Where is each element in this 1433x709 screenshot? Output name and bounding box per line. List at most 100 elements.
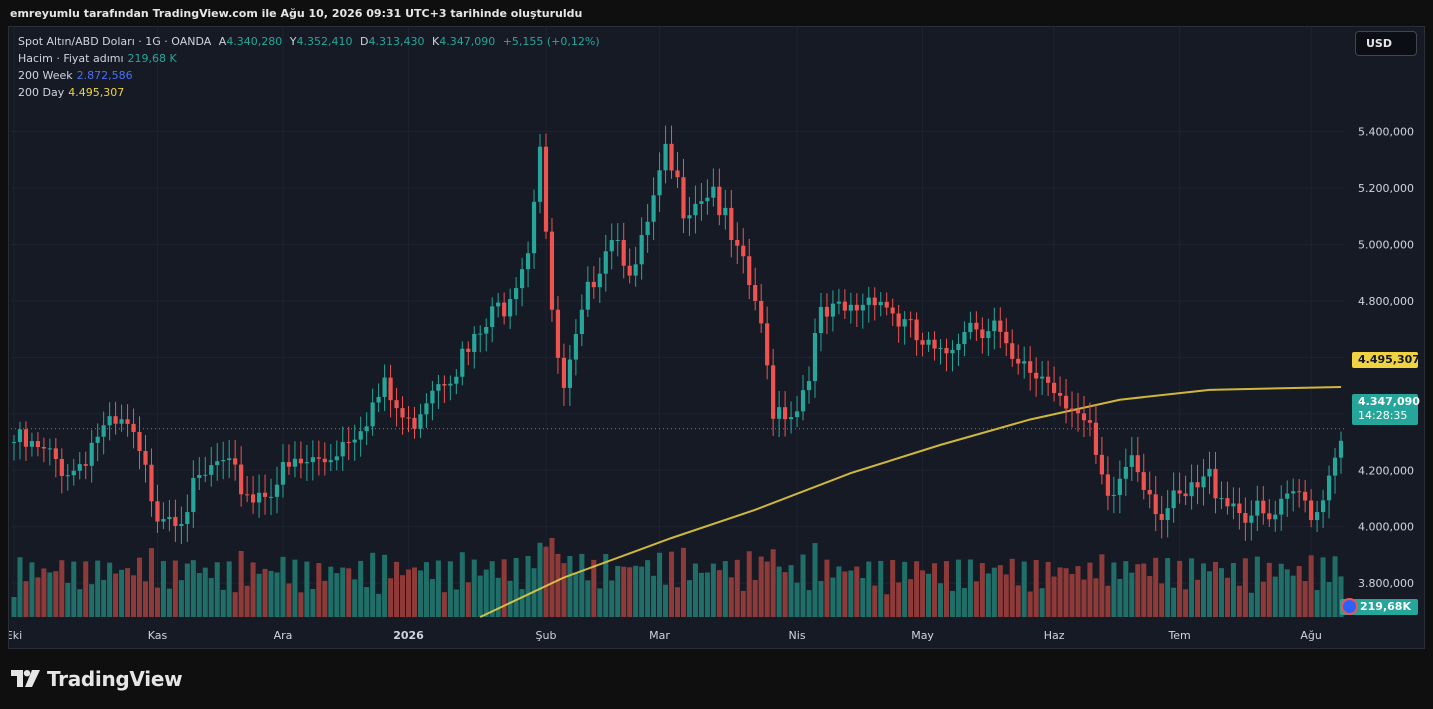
volume-bar — [573, 572, 579, 617]
volume-bar — [1201, 563, 1207, 617]
candle-body — [1255, 500, 1260, 516]
price-axis-label: 3.800,000 — [1358, 577, 1414, 590]
volume-bar — [101, 579, 107, 617]
candle-body — [23, 429, 29, 447]
volume-bar — [17, 557, 23, 617]
volume-bar — [1230, 562, 1236, 617]
candle-body — [651, 195, 656, 222]
volume-bar — [722, 561, 728, 617]
volume-bar — [758, 556, 764, 617]
candle-body — [866, 297, 871, 305]
volume-bar — [489, 561, 495, 617]
candle-body — [280, 462, 286, 485]
candle-body — [17, 429, 23, 443]
candle-body — [125, 419, 130, 424]
candle-body — [896, 313, 901, 327]
volume-bar — [872, 585, 878, 617]
volume-bar — [41, 568, 47, 617]
candle-body — [657, 170, 662, 196]
candle-body — [1105, 474, 1110, 496]
volume-bar — [400, 575, 406, 617]
volume-bar — [645, 560, 651, 617]
volume-bar — [131, 575, 137, 617]
candle-body — [1093, 422, 1099, 455]
symbol-name[interactable]: Spot Altın/ABD Doları · 1G · OANDA — [18, 35, 212, 48]
candle-body — [1326, 475, 1332, 501]
candle-body — [514, 288, 519, 300]
candle-body — [579, 309, 584, 335]
symbol-legend[interactable]: Spot Altın/ABD Doları · 1G · OANDA A4.34… — [18, 35, 600, 48]
candle-body — [1231, 503, 1236, 507]
open-key: A — [218, 35, 227, 48]
candle-body — [818, 306, 824, 333]
price-chart[interactable]: 3.800,0004.000,0004.200,0004.400,0004.60… — [9, 27, 1424, 648]
candle-body — [549, 231, 555, 310]
candle-body — [884, 301, 889, 308]
currency-button[interactable]: USD — [1355, 31, 1417, 56]
ma200d-legend[interactable]: 200 Day 4.495,307 — [18, 86, 124, 99]
grid-lines — [11, 27, 1344, 617]
candle-body — [699, 201, 704, 204]
candle-body — [161, 518, 166, 522]
candle-body — [1117, 478, 1122, 495]
volume-bar — [746, 551, 752, 617]
volume-bar — [1248, 592, 1254, 617]
chart-panel[interactable]: 3.800,0004.000,0004.200,0004.400,0004.60… — [8, 26, 1425, 649]
candle-body — [848, 304, 853, 311]
candle-body — [412, 417, 417, 429]
volume-bar — [698, 572, 704, 617]
candle-body — [735, 239, 740, 246]
volume-bar — [1045, 561, 1051, 617]
volume-bar — [113, 573, 119, 617]
candle-body — [980, 329, 985, 339]
time-axis-label: May — [911, 629, 934, 642]
volume-bar — [507, 580, 513, 617]
candle-body — [783, 407, 788, 420]
candle-body — [262, 492, 268, 497]
volume-bar — [1314, 590, 1320, 617]
time-axis-label: Tem — [1167, 629, 1190, 642]
ma200d-path — [479, 385, 1342, 618]
candle-body — [340, 442, 345, 457]
candle-body — [854, 304, 859, 311]
volume-bar — [639, 566, 645, 617]
volume-bar — [896, 582, 902, 617]
volume-bar — [657, 552, 663, 617]
candle-body — [705, 197, 710, 202]
volume-legend[interactable]: Hacim · Fiyat adımı 219,68 K — [18, 52, 177, 65]
volume-bar — [71, 561, 77, 617]
ma200w-label[interactable]: 200 Week — [18, 69, 73, 82]
tradingview-logo[interactable]: TradingView — [11, 667, 183, 691]
candle-body — [239, 464, 244, 495]
volume-bar — [53, 571, 59, 617]
volume-bar — [1021, 561, 1027, 617]
volume-bar — [471, 559, 477, 617]
volume-bar — [1117, 578, 1123, 617]
volume-bar — [125, 568, 131, 617]
candle-body — [107, 416, 112, 426]
volume-bar — [710, 563, 716, 617]
high-value: 4.352,410 — [296, 35, 353, 48]
candle-body — [992, 320, 997, 332]
volume-bar — [322, 580, 328, 617]
candle-body — [962, 332, 967, 344]
volume-bar — [298, 592, 304, 617]
candle-body — [669, 143, 674, 171]
volume-bar — [1009, 558, 1015, 617]
ma200d-label[interactable]: 200 Day — [18, 86, 65, 99]
candle-body — [681, 177, 686, 219]
price-axis-label: 5.000,000 — [1358, 239, 1414, 252]
candle-body — [1075, 410, 1081, 414]
tv-logo-icon — [11, 670, 40, 687]
candle-body — [1159, 514, 1164, 520]
ma200w-legend[interactable]: 200 Week 2.872,586 — [18, 69, 133, 82]
volume-bar — [830, 577, 836, 617]
candle-body — [478, 333, 483, 335]
candle-body — [1243, 513, 1248, 523]
candle-body — [1279, 498, 1284, 515]
volume-bar — [232, 592, 238, 617]
volume-bar — [704, 572, 710, 617]
volume-bar — [603, 554, 609, 617]
volume-label[interactable]: Hacim · Fiyat adımı — [18, 52, 124, 65]
candle-body — [89, 442, 94, 466]
